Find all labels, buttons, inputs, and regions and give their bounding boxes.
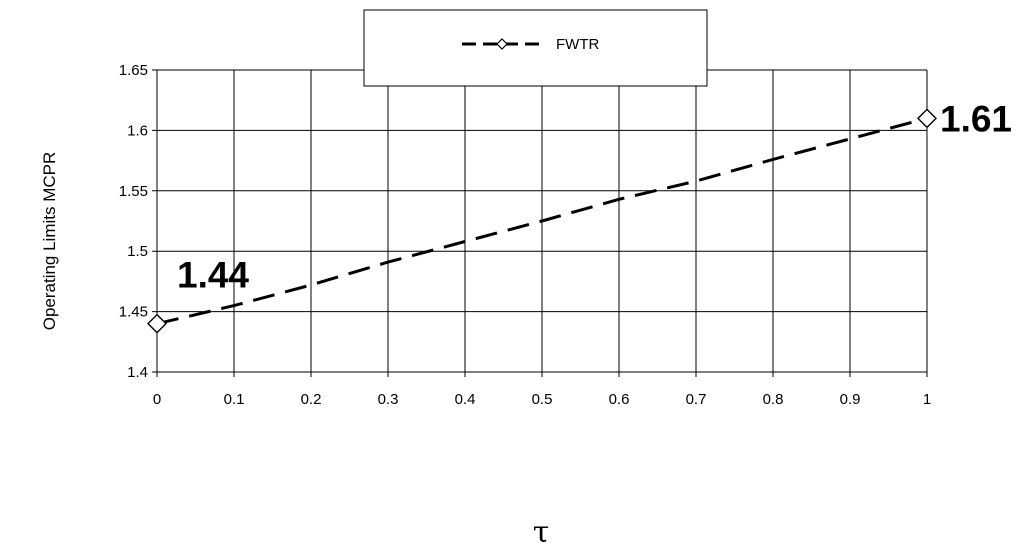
labels: Operating Limits MCPR τ 1.441.61 <box>40 98 1012 550</box>
x-tick-label: 0 <box>153 391 161 408</box>
axes: 0 0.1 0.2 0.3 0.4 0.5 0.6 0.7 0.8 0.9 1 1.4 1.45 1.5 1… <box>119 62 931 408</box>
y-tick-label: 1.5 <box>127 243 148 260</box>
data-point-diamond <box>917 108 937 129</box>
x-tick-label: 0.3 <box>378 391 399 408</box>
x-tick-label: 1 <box>923 391 931 408</box>
x-tick-label: 0.2 <box>301 391 322 408</box>
y-tick-label: 1.6 <box>127 122 148 139</box>
y-tick-label: 1.55 <box>119 183 148 200</box>
y-tick-label: 1.45 <box>119 304 148 321</box>
legend: FWTR <box>363 9 708 87</box>
x-tick-label: 0.4 <box>455 391 476 408</box>
series-line-fwtr <box>156 116 928 326</box>
y-axis-title: Operating Limits MCPR <box>40 152 59 331</box>
legend-box <box>363 9 708 87</box>
data-label: 1.44 <box>177 255 249 296</box>
y-tick-label: 1.65 <box>119 62 148 79</box>
y-tick-label: 1.4 <box>127 364 148 381</box>
series-layer <box>147 108 937 334</box>
legend-diamond-marker <box>496 38 508 50</box>
data-label: 1.61 <box>940 98 1012 139</box>
x-tick-label: 0.1 <box>224 391 245 408</box>
x-tick-label: 0.5 <box>532 391 553 408</box>
x-tick-label: 0.9 <box>840 391 861 408</box>
x-tick-label: 0.6 <box>609 391 630 408</box>
x-tick-label: 0.7 <box>686 391 707 408</box>
data-point-diamond <box>147 313 167 334</box>
x-tick-label: 0.8 <box>763 391 784 408</box>
legend-label-fwtr: FWTR <box>556 36 599 53</box>
x-axis-title: τ <box>533 515 550 550</box>
grid <box>152 69 928 377</box>
